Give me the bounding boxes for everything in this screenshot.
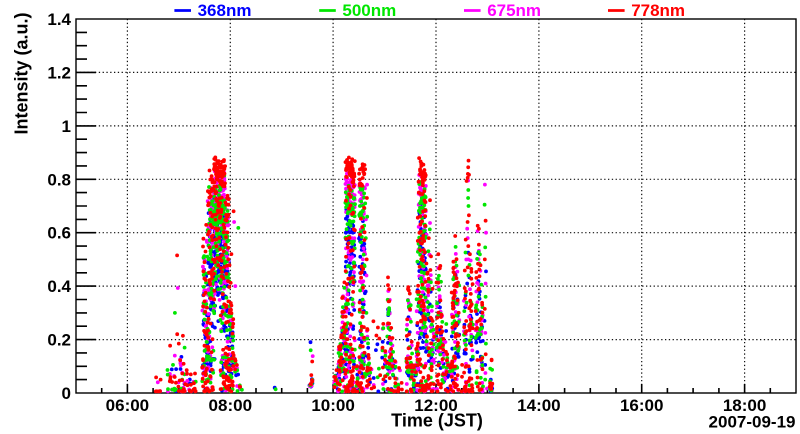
svg-text:10:00: 10:00: [311, 396, 354, 415]
svg-text:675nm: 675nm: [487, 1, 541, 20]
svg-text:0.8: 0.8: [47, 170, 71, 189]
svg-text:18:00: 18:00: [723, 396, 766, 415]
svg-text:0.4: 0.4: [47, 277, 71, 296]
svg-text:0.6: 0.6: [47, 224, 71, 243]
svg-text:Time (JST): Time (JST): [391, 411, 483, 431]
svg-text:08:00: 08:00: [209, 396, 252, 415]
svg-text:1.2: 1.2: [47, 63, 71, 82]
svg-text:06:00: 06:00: [106, 396, 149, 415]
svg-text:368nm: 368nm: [198, 1, 252, 20]
svg-text:12:00: 12:00: [414, 396, 457, 415]
svg-text:2007-09-19: 2007-09-19: [709, 413, 796, 432]
svg-text:1: 1: [62, 117, 71, 136]
svg-text:500nm: 500nm: [342, 1, 396, 20]
svg-text:778nm: 778nm: [631, 1, 685, 20]
svg-text:16:00: 16:00: [620, 396, 663, 415]
svg-text:1.4: 1.4: [47, 10, 71, 29]
svg-text:0: 0: [62, 384, 71, 403]
svg-text:14:00: 14:00: [517, 396, 560, 415]
svg-text:0.2: 0.2: [47, 331, 71, 350]
svg-text:Intensity (a.u.): Intensity (a.u.): [12, 12, 32, 134]
